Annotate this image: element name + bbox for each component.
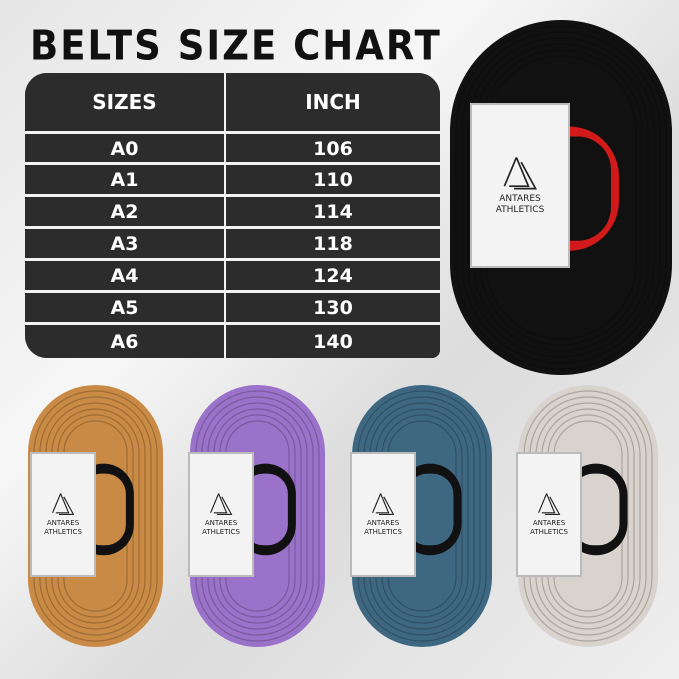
brand-name-line2: ATHLETICS [44,528,82,536]
row-divider [25,322,440,325]
row-divider [25,226,440,229]
table-row: A2 114 [25,197,440,226]
row-divider [25,290,440,293]
inch-cell: 140 [226,325,440,358]
row-divider [25,162,440,165]
size-cell: A3 [25,229,224,258]
table-row: A0 106 [25,134,440,163]
size-chart-table: SIZES INCH A0 106 A1 110 A2 114 A3 118 A4 124 A5 13… [25,73,440,358]
page-title: BELTS SIZE CHART [30,21,442,70]
brand-name-line1: ANTARES [46,519,80,527]
table-header-row: SIZES INCH [25,73,440,131]
table-row: A5 130 [25,293,440,322]
brand-label: ANTARES ATHLETICS [188,452,254,577]
brand-label: ANTARES ATHLETICS [30,452,96,577]
brand-logo-icon [503,157,538,190]
column-divider [224,73,226,358]
brand-label: ANTARES ATHLETICS [516,452,582,577]
brand-logo-icon [210,493,233,515]
inch-cell: 110 [226,165,440,194]
table-row: A1 110 [25,165,440,194]
brand-logo-icon [52,493,75,515]
size-cell: A0 [25,134,224,163]
size-cell: A6 [25,325,224,358]
inch-cell: 106 [226,134,440,163]
row-divider [25,194,440,197]
inch-cell: 114 [226,197,440,226]
brand-name-line2: ATHLETICS [364,528,402,536]
brand-name-line1: ANTARES [499,194,541,204]
brand-name-line1: ANTARES [204,519,238,527]
brand-label: ANTARES ATHLETICS [470,103,570,268]
row-divider [25,131,440,134]
brand-label: ANTARES ATHLETICS [350,452,416,577]
inch-cell: 130 [226,293,440,322]
header-inch: INCH [226,73,440,131]
brand-name-line2: ATHLETICS [202,528,240,536]
brand-name-line2: ATHLETICS [530,528,568,536]
size-cell: A1 [25,165,224,194]
brand-name-line1: ANTARES [366,519,400,527]
size-cell: A5 [25,293,224,322]
row-divider [25,258,440,261]
size-cell: A2 [25,197,224,226]
brand-name-line2: ATHLETICS [495,205,545,215]
table-row: A3 118 [25,229,440,258]
table-row: A4 124 [25,261,440,290]
brand-logo-icon [372,493,395,515]
brand-logo-icon [538,493,561,515]
inch-cell: 124 [226,261,440,290]
inch-cell: 118 [226,229,440,258]
table-row: A6 140 [25,325,440,358]
header-sizes: SIZES [25,73,224,131]
size-cell: A4 [25,261,224,290]
brand-name-line1: ANTARES [532,519,566,527]
